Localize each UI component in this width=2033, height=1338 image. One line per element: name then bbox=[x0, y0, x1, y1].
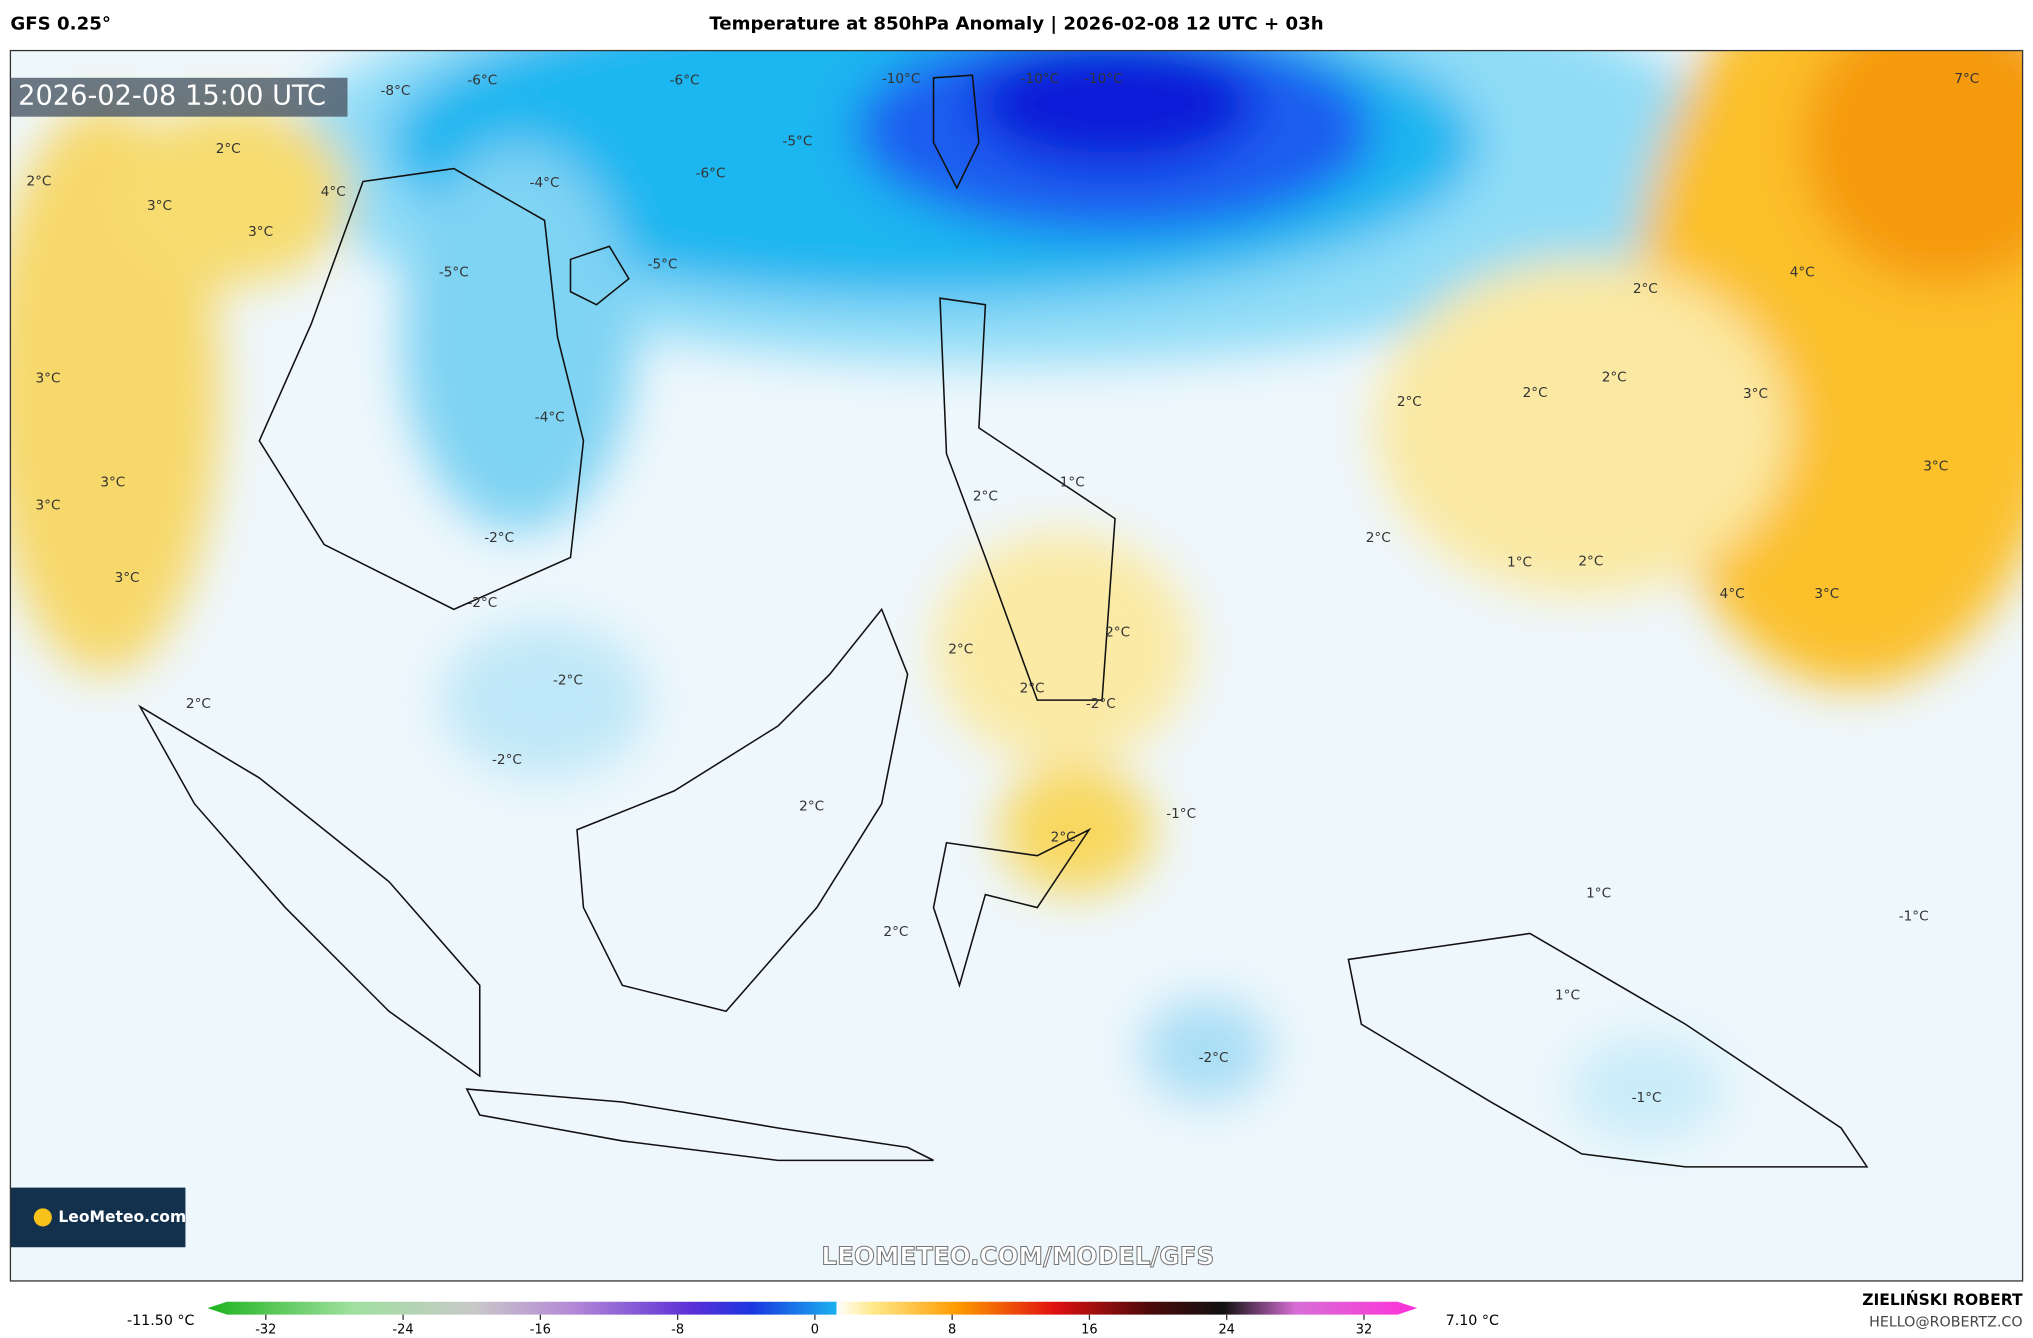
contour-labels: -8°C -6°C -6°C -10°C -10°C -10°C 7°C 2°C 2°C 3°C 4… bbox=[26, 71, 1979, 1106]
colorbar-tick-label: -24 bbox=[393, 1323, 414, 1338]
map-title: Temperature at 850hPa Anomaly | 2026-02-… bbox=[709, 14, 1323, 35]
contour-label: 4°C bbox=[1790, 264, 1815, 280]
contour-label: -8°C bbox=[381, 83, 411, 99]
contour-label: 2°C bbox=[1366, 530, 1391, 546]
coastlines bbox=[137, 74, 1869, 1168]
colorbar-tick-label: -32 bbox=[255, 1323, 276, 1338]
contour-label: 2°C bbox=[973, 489, 998, 505]
colorbar-tick-label: 24 bbox=[1218, 1323, 1234, 1338]
contour-label: -1°C bbox=[1166, 806, 1196, 822]
contour-label: 1°C bbox=[1060, 474, 1085, 490]
contour-label: -2°C bbox=[492, 752, 522, 768]
contour-label: -6°C bbox=[670, 72, 700, 88]
map-frame bbox=[9, 49, 2024, 1282]
colorbar-tick-label: 0 bbox=[811, 1323, 819, 1338]
contour-label: 2°C bbox=[1523, 385, 1548, 401]
contour-label: -5°C bbox=[648, 256, 678, 272]
contour-label: -2°C bbox=[484, 530, 514, 546]
contour-label: 7°C bbox=[1954, 71, 1979, 87]
contour-label: 3°C bbox=[1814, 586, 1839, 602]
contour-label: 3°C bbox=[100, 474, 125, 490]
contour-label: -10°C bbox=[1021, 71, 1060, 87]
contour-label: 3°C bbox=[1923, 459, 1948, 475]
contour-label: 2°C bbox=[948, 642, 973, 658]
contour-label: -10°C bbox=[1084, 71, 1123, 87]
contour-label: -2°C bbox=[553, 673, 583, 689]
colorbar-max: 7.10 °C bbox=[1446, 1313, 1499, 1329]
contour-label: 2°C bbox=[216, 141, 241, 157]
colorbar-tick-label: 16 bbox=[1081, 1323, 1097, 1338]
contour-label: -10°C bbox=[882, 71, 921, 87]
logo-sun bbox=[33, 1208, 52, 1227]
contour-label: -2°C bbox=[1086, 696, 1116, 712]
contour-label: 2°C bbox=[1397, 394, 1422, 410]
email: HELLO@ROBERTZ.CO bbox=[1869, 1314, 2022, 1330]
timestamp-box bbox=[10, 77, 348, 117]
colorbar-tick-label: -8 bbox=[671, 1323, 684, 1338]
contour-label: 1°C bbox=[1507, 555, 1532, 571]
contour-label: -2°C bbox=[1199, 1050, 1229, 1066]
contour-label: 3°C bbox=[248, 224, 273, 240]
colorbar-min: -11.50 °C bbox=[127, 1313, 195, 1329]
contour-label: -6°C bbox=[696, 166, 726, 182]
contour-label: -2°C bbox=[467, 595, 497, 611]
contour-label: 2°C bbox=[1051, 830, 1076, 846]
contour-label: 4°C bbox=[321, 184, 346, 200]
contour-label: 2°C bbox=[1105, 625, 1130, 641]
contour-label: 1°C bbox=[1555, 988, 1580, 1004]
author: ZIELIŃSKI ROBERT bbox=[1862, 1290, 2023, 1309]
logo: LeoMeteo.com bbox=[58, 1208, 186, 1226]
contour-label: 2°C bbox=[799, 798, 824, 814]
contour-label: -6°C bbox=[467, 72, 497, 88]
timestamp: 2026-02-08 15:00 UTC bbox=[18, 81, 326, 112]
contour-label: -1°C bbox=[1632, 1090, 1662, 1106]
contour-label: 3°C bbox=[36, 498, 61, 514]
contour-label: 2°C bbox=[1633, 281, 1658, 297]
colorbar bbox=[207, 1301, 1418, 1315]
contour-label: 2°C bbox=[186, 696, 211, 712]
contour-label: -5°C bbox=[439, 264, 469, 280]
colorbar-tick-label: 32 bbox=[1356, 1323, 1372, 1338]
model-name: GFS 0.25° bbox=[10, 14, 111, 35]
contour-label: -4°C bbox=[535, 409, 565, 425]
map: -8°C -6°C -6°C -10°C -10°C -10°C 7°C 2°C 2°C 3°C 4… bbox=[10, 50, 2023, 1281]
colorbar-tick-label: -16 bbox=[530, 1323, 551, 1338]
contour-label: 1°C bbox=[1586, 885, 1611, 901]
colorbar-ticks: -32 -24 -16 -8 0 8 16 24 32 bbox=[255, 1314, 1372, 1338]
anomaly-field bbox=[10, 50, 2023, 1141]
contour-label: 4°C bbox=[1720, 586, 1745, 602]
watermark: LEOMETEO.COM/MODEL/GFS bbox=[821, 1242, 1214, 1271]
contour-label: -1°C bbox=[1899, 909, 1929, 925]
contour-label: 2°C bbox=[26, 174, 51, 190]
contour-label: 2°C bbox=[883, 924, 908, 940]
contour-label: 3°C bbox=[115, 570, 140, 586]
contour-label: 3°C bbox=[36, 371, 61, 387]
contour-label: 2°C bbox=[1578, 553, 1603, 569]
contour-label: -5°C bbox=[782, 133, 812, 149]
colorbar-tick-label: 8 bbox=[948, 1323, 956, 1338]
contour-label: 3°C bbox=[1743, 386, 1768, 402]
contour-label: 3°C bbox=[147, 198, 172, 214]
contour-label: 2°C bbox=[1020, 680, 1045, 696]
contour-label: 2°C bbox=[1602, 369, 1627, 385]
contour-label: -4°C bbox=[530, 175, 560, 191]
